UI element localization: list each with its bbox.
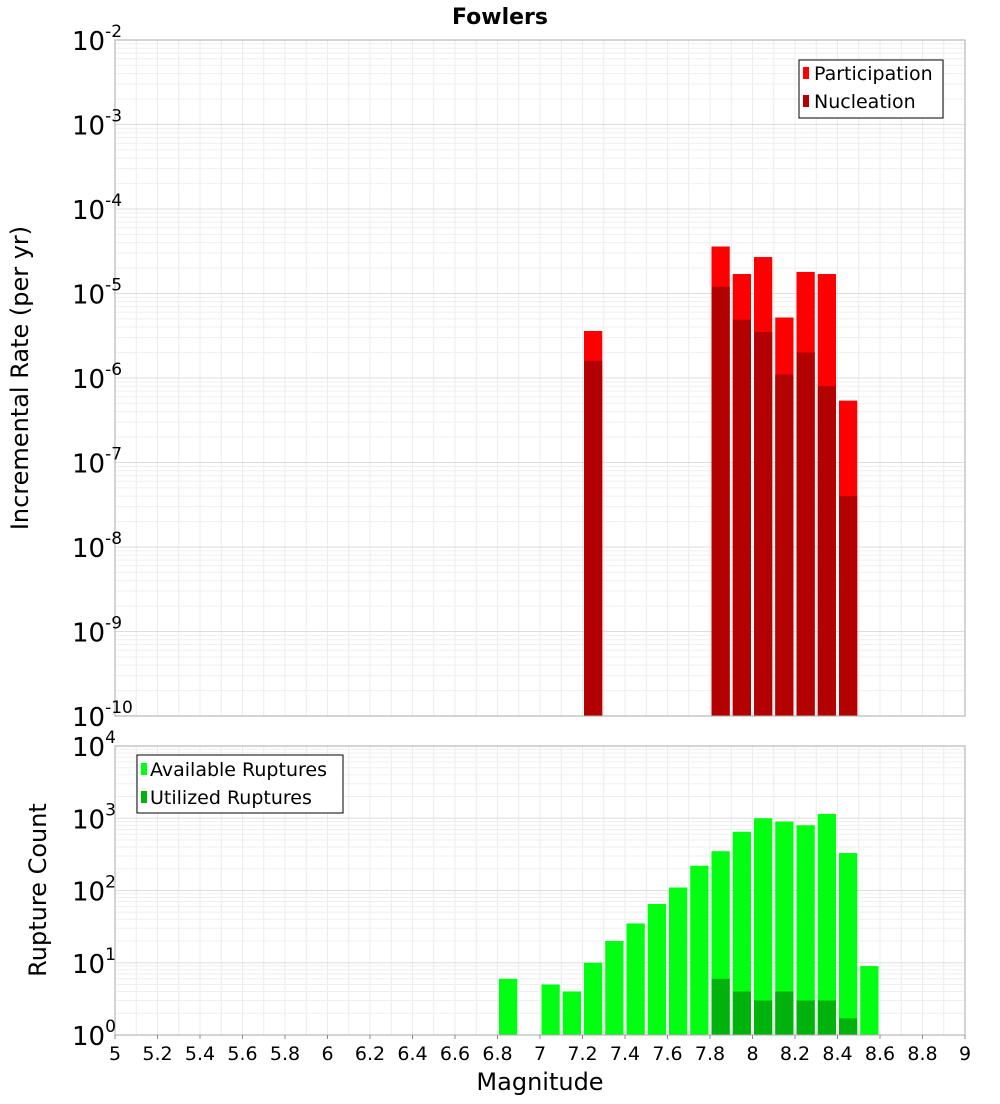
bar-available-ruptures [839,853,858,1035]
x-tick-label: 6.4 [397,1043,427,1065]
top-y-tick-exponent: -7 [105,445,122,465]
x-axis-label: Magnitude [476,1068,603,1096]
bottom-y-tick-exponent: 4 [105,728,116,748]
bar-utilized-ruptures [839,1018,858,1035]
bar-available-ruptures [605,941,624,1035]
bar-utilized-ruptures [775,991,794,1035]
bottom-legend-box [136,754,344,814]
bottom-y-tick-label: 102 [72,873,116,908]
bar-available-ruptures [775,821,794,1035]
x-tick-label: 5.2 [142,1043,172,1065]
x-tick-label: 7.4 [610,1043,640,1065]
bar-nucleation [754,332,773,716]
top-y-tick-exponent: -8 [105,529,122,549]
top-y-tick-label: 10-10 [72,698,133,733]
bar-available-ruptures [584,962,603,1035]
top-y-tick-label: 10-4 [72,191,122,226]
bar-nucleation [796,352,815,716]
legend-label-participation: Participation [814,63,933,85]
bar-utilized-ruptures [817,1000,836,1035]
top-grid [114,40,966,717]
bar-utilized-ruptures [796,1000,815,1035]
x-tick-label: 6.8 [482,1043,512,1065]
bar-available-ruptures [499,978,518,1035]
x-tick-label: 6.6 [440,1043,470,1065]
x-tick-label: 8.8 [907,1043,937,1065]
legend-label-available-ruptures: Available Ruptures [150,759,327,781]
bottom-bars [499,813,879,1035]
x-tick-label: 7.6 [652,1043,682,1065]
bar-nucleation [817,386,836,716]
bar-available-ruptures [669,887,688,1035]
top-plot-frame [114,39,966,717]
bar-utilized-ruptures [754,1000,773,1035]
top-y-tick-exponent: -3 [105,107,122,127]
bar-nucleation [711,286,730,716]
x-tick-label: 5 [109,1043,121,1065]
bar-nucleation [775,374,794,716]
top-y-axis-label: Incremental Rate (per yr) [6,226,34,530]
bottom-y-tick-label: 104 [72,728,116,763]
bottom-legend: Available Ruptures Utilized Ruptures [136,754,344,814]
bottom-y-axis-label: Rupture Count [24,803,52,977]
x-tick-label: 8 [746,1043,758,1065]
legend-swatch-participation [803,67,809,79]
top-legend: Participation Nucleation [798,59,944,119]
bar-available-ruptures [817,813,836,1035]
top-y-tick-exponent: -10 [105,698,133,718]
bar-available-ruptures [796,825,815,1035]
x-tick-label: 8.4 [822,1043,852,1065]
x-tick-label: 7.8 [695,1043,725,1065]
chart-title: Fowlers [452,5,548,30]
bottom-y-tick-exponent: 3 [105,800,116,820]
bar-nucleation [584,360,603,716]
x-tick-label: 5.8 [270,1043,300,1065]
legend-label-nucleation: Nucleation [814,91,916,113]
bottom-y-tick-exponent: 0 [105,1017,116,1037]
x-tick-label: 5.4 [185,1043,215,1065]
top-legend-box [798,59,944,119]
bottom-y-tick-exponent: 1 [105,945,116,965]
bar-available-ruptures [647,904,666,1035]
x-tick-label: 7.2 [567,1043,597,1065]
x-tick-label: 6.2 [355,1043,385,1065]
top-bars [584,246,858,716]
legend-swatch-available-ruptures [141,763,147,775]
x-tick-label: 8.2 [780,1043,810,1065]
bar-available-ruptures [541,984,560,1035]
x-tick-label: 6 [321,1043,333,1065]
bar-nucleation [839,496,858,716]
bar-available-ruptures [562,991,581,1035]
legend-swatch-nucleation [803,95,809,107]
bottom-y-tick-label: 103 [72,800,116,835]
bar-nucleation [732,319,751,716]
bar-utilized-ruptures [711,978,730,1035]
top-y-tick-exponent: -2 [105,22,122,42]
bar-available-ruptures [754,818,773,1035]
bottom-y-tick-exponent: 2 [105,873,116,893]
top-y-tick-exponent: -4 [105,191,122,211]
top-y-tick-exponent: -5 [105,276,122,296]
x-tick-label: 8.6 [865,1043,895,1065]
legend-label-utilized-ruptures: Utilized Ruptures [150,787,312,809]
bar-available-ruptures [690,865,709,1035]
x-tick-labels: 5 5.2 5.4 5.6 5.8 6 6.2 6.4 6.6 6.8 7 7.2 7.4 7.6 7.8 8… [109,1035,971,1065]
bar-available-ruptures [732,831,751,1035]
top-y-tick-exponent: -9 [105,614,122,634]
legend-swatch-utilized-ruptures [141,791,147,803]
bottom-y-tick-label: 101 [72,945,116,980]
bar-available-ruptures [626,923,645,1035]
x-tick-label: 7 [534,1043,546,1065]
x-tick-label: 9 [959,1043,971,1065]
bar-available-ruptures [860,966,879,1035]
top-y-tick-exponent: -6 [105,360,122,380]
bar-utilized-ruptures [732,991,751,1035]
top-y-tick-label: 10-2 [72,22,122,57]
x-tick-label: 5.6 [227,1043,257,1065]
